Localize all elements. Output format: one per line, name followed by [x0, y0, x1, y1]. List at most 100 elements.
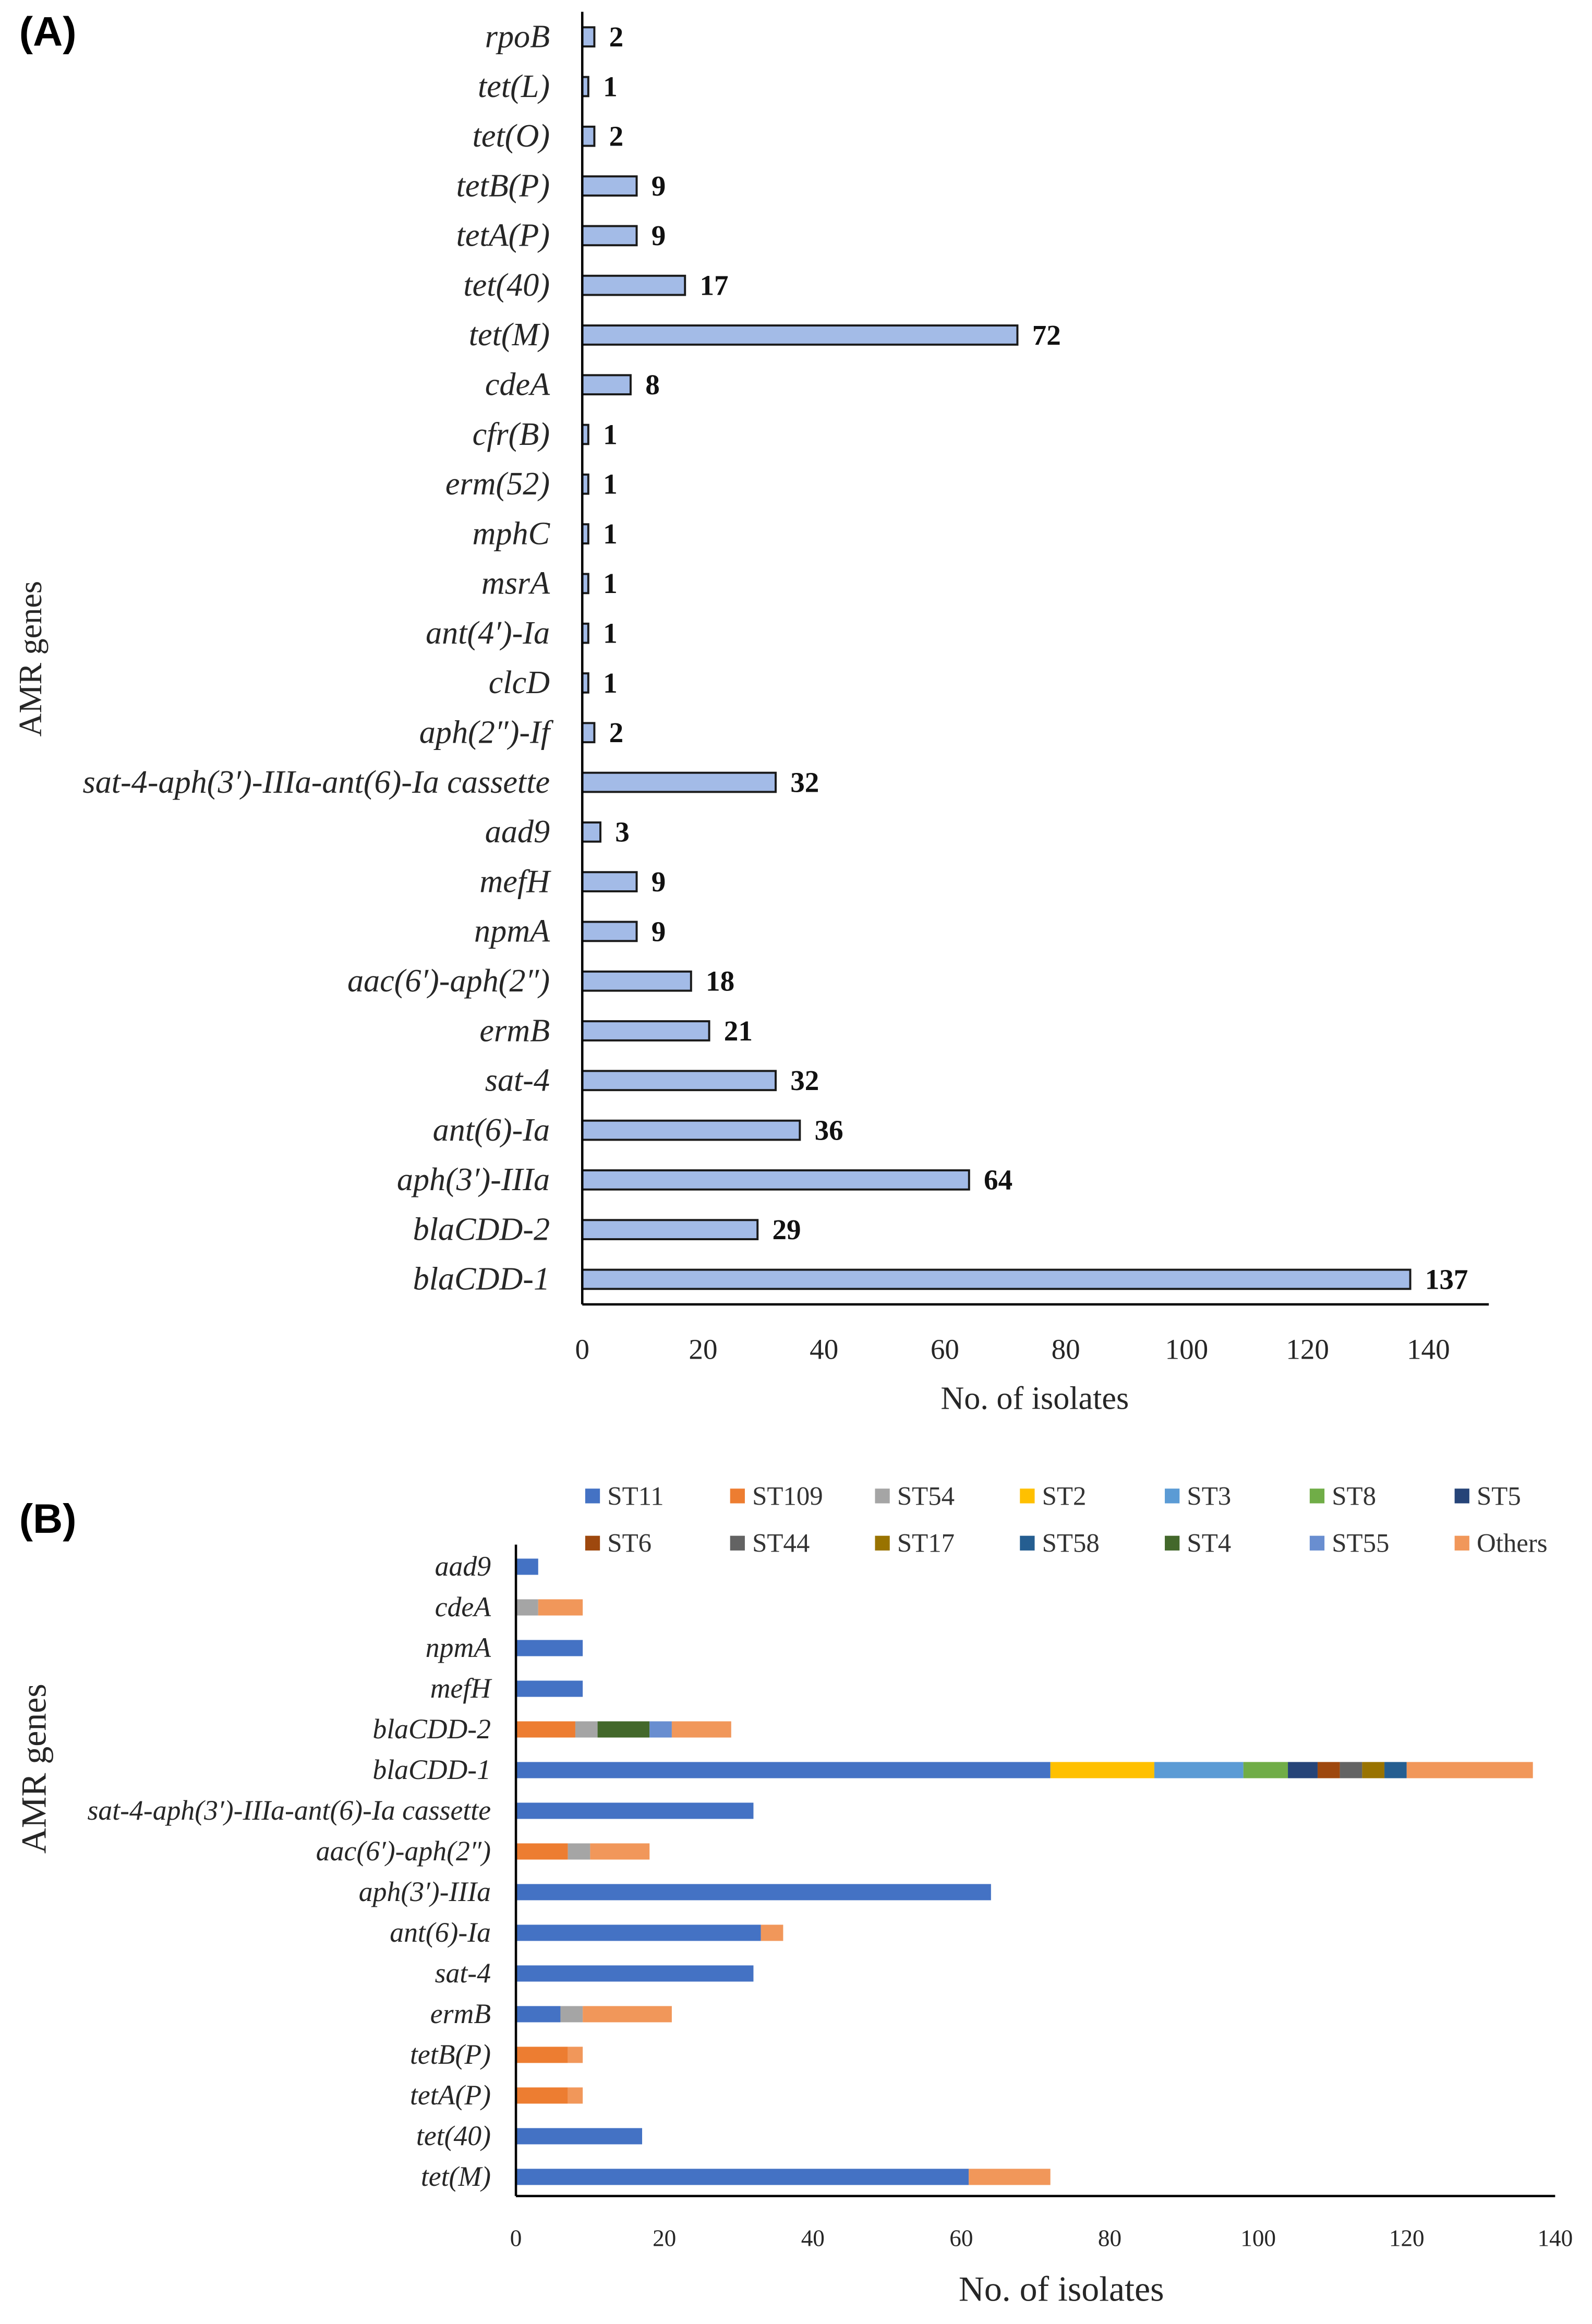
panel-a-category-label-blacdd-2: blaCDD-2: [413, 1212, 550, 1247]
panel-a-bar-aph-3-iiia: [581, 1169, 970, 1191]
panel-a-x-tick-label: 0: [575, 1334, 589, 1365]
panel-a-bar-tetb-p: [581, 175, 638, 197]
panel-a-data-label-aad9: 3: [615, 816, 630, 848]
legend-swatch-st5: [1454, 1488, 1469, 1504]
panel-a-data-label-npma: 9: [652, 915, 666, 947]
panel-b-bar-segment-npma-st11: [516, 1640, 583, 1656]
legend-swatch-st58: [1020, 1535, 1035, 1551]
panel-b-bar-segment-blacdd-1-st8: [1243, 1762, 1288, 1778]
panel-b-bar-segment-tetb-p-others: [568, 2047, 583, 2063]
legend-label-st44: ST44: [752, 1529, 810, 1558]
panel-a-data-label-msra: 1: [603, 567, 618, 599]
panel-a-category-label-tetb-p: tetB(P): [456, 168, 550, 203]
panel-b-bar-segment-aad9-st11: [516, 1558, 538, 1575]
panel-b-x-tick-label: 140: [1537, 2225, 1573, 2252]
panel-a-x-tick-label: 140: [1407, 1334, 1450, 1365]
panel-a-x-tick-label: 20: [689, 1334, 717, 1365]
legend-swatch-st8: [1309, 1488, 1325, 1504]
panel-a-data-label-tet-l: 1: [603, 70, 618, 102]
panel-a-data-label-cfr-b: 1: [603, 418, 618, 450]
panel-a-x-tick-label: 80: [1052, 1334, 1080, 1365]
panel-a-category-label-ant-4-ia: ant(4′)-Ia: [426, 615, 550, 651]
panel-a-bar-aph-2-if: [581, 722, 596, 744]
panel-b-category-label-tetb-p: tetB(P): [410, 2039, 491, 2070]
panel-a-bar-ermb: [581, 1020, 710, 1042]
panel-a-category-label-mefh: mefH: [479, 864, 551, 899]
legend-swatch-st6: [585, 1535, 600, 1551]
panel-b: (B) ST11 ST109 ST54 ST2 ST3 ST8 ST5 ST6 ST44 ST17…: [15, 1482, 1573, 2308]
panel-b-bar-segment-blacdd-1-st17: [1362, 1762, 1385, 1778]
legend-label-others: Others: [1477, 1529, 1548, 1558]
panel-a-bar-aad9: [581, 821, 601, 843]
panel-b-category-label-aph-3-iiia: aph(3′)-IIIa: [359, 1876, 491, 1907]
panel-a-category-label-teta-p: tetA(P): [456, 218, 550, 253]
panel-b-bar-segment-tet-m-others: [969, 2169, 1051, 2185]
panel-a-x-tick-label: 40: [810, 1334, 838, 1365]
panel-a-category-label-tet-l: tet(L): [478, 69, 550, 104]
panel-a-category-label-blacdd-1: blaCDD-1: [413, 1262, 550, 1297]
panel-a-data-label-blacdd-1: 137: [1425, 1263, 1468, 1295]
panel-a-y-axis-title: AMR genes: [13, 581, 49, 737]
panel-a-bar-npma: [581, 921, 638, 942]
legend-swatch-st109: [730, 1488, 745, 1504]
panel-b-category-label-cdea: cdeA: [435, 1591, 491, 1623]
panel-a-data-label-erm-52: 1: [603, 468, 618, 500]
panel-b-bar-segment-blacdd-1-st2: [1050, 1762, 1154, 1778]
panel-a-category-label-aph-2-if: aph(2″)-If: [419, 715, 554, 751]
panel-a-category-label-msra: msrA: [481, 566, 550, 601]
panel-a-category-label-erm-52: erm(52): [445, 466, 550, 502]
panel-b-bar-segment-blacdd-2-st54: [575, 1721, 598, 1738]
legend-label-st55: ST55: [1332, 1529, 1389, 1558]
panel-b-x-tick-label: 20: [653, 2225, 676, 2252]
legend-label-st58: ST58: [1042, 1529, 1100, 1558]
panel-b-bar-segment-ermb-st11: [516, 2006, 561, 2023]
panel-b-x-tick-labels: 0 20 40 60 80 100 120 140: [510, 2225, 1573, 2252]
panel-b-bar-segment-ermb-others: [583, 2006, 672, 2023]
legend-swatch-st55: [1309, 1535, 1325, 1551]
panel-b-x-tick-label: 60: [949, 2225, 973, 2252]
panel-a-bar-tet-40: [581, 274, 686, 296]
panel-b-bar-segment-tet-40-st11: [516, 2128, 643, 2145]
panel-a-category-label-tet-o: tet(O): [473, 118, 550, 154]
panel-a-bar-ant-6-ia: [581, 1119, 801, 1141]
panel-a-data-label-clcd: 1: [603, 667, 618, 699]
legend-swatch-st11: [585, 1488, 600, 1504]
panel-b-bar-segment-blacdd-1-st6: [1317, 1762, 1340, 1778]
panel-a-category-label-aac-6-aph-2: aac(6′)-aph(2″): [347, 963, 550, 999]
panel-a-data-label-sat-4: 32: [790, 1064, 819, 1096]
panel-b-category-label-sat-4-aph-3-iiia-ant-6-ia-cassette: sat-4-aph(3′)-IIIa-ant(6)-Ia cassette: [87, 1795, 491, 1826]
legend-label-st11: ST11: [607, 1482, 664, 1511]
legend-label-st6: ST6: [607, 1529, 652, 1558]
legend-label-st4: ST4: [1187, 1529, 1231, 1558]
panel-b-bar-segment-sat-4-st11: [516, 1965, 754, 1982]
panel-a-data-label-cdea: 8: [645, 369, 660, 401]
panel-b-category-label-blacdd-2: blaCDD-2: [372, 1713, 491, 1745]
panel-a-category-label-aad9: aad9: [485, 814, 550, 850]
panel-b-category-label-ant-6-ia: ant(6)-Ia: [390, 1917, 491, 1948]
panel-b-bar-segment-blacdd-2-others: [671, 1721, 731, 1738]
panel-a-data-label-tet-40: 17: [699, 270, 728, 301]
panel-a-x-axis-title: No. of isolates: [940, 1381, 1129, 1417]
panel-b-bar-segment-ant-6-ia-others: [761, 1924, 783, 1941]
panel-b-bar-segment-blacdd-2-st109: [516, 1721, 575, 1738]
panel-a-data-label-teta-p: 9: [652, 220, 666, 251]
panel-a-category-label-clcd: clcD: [489, 665, 550, 700]
panel-a-bar-cdea: [581, 374, 632, 396]
legend-swatch-st4: [1165, 1535, 1180, 1551]
panel-a-data-label-rpob: 2: [609, 21, 624, 53]
panel-b-x-tick-label: 80: [1098, 2225, 1121, 2252]
panel-a-category-label-sat-4-aph-3-iiia-ant-6-ia-cassette: sat-4-aph(3′)-IIIa-ant(6)-Ia cassette: [83, 765, 550, 800]
panel-b-bar-segment-mefh-st11: [516, 1680, 583, 1697]
panel-b-category-label-tet-m: tet(M): [421, 2161, 491, 2192]
panel-a-data-label-ant-6-ia: 36: [815, 1114, 843, 1146]
panel-b-bar-segment-aac-6-aph-2-st109: [516, 1843, 568, 1860]
panel-b-bar-segment-teta-p-st109: [516, 2087, 568, 2104]
legend-label-st8: ST8: [1332, 1482, 1376, 1511]
panel-a-data-label-sat-4-aph-3-iiia-ant-6-ia-cassette: 32: [790, 766, 819, 798]
panel-a-bar-sat-4: [581, 1070, 777, 1092]
panel-a-category-label-rpob: rpoB: [485, 19, 550, 54]
panel-a-data-label-tet-m: 72: [1032, 319, 1061, 351]
panel-a-data-label-mefh: 9: [652, 866, 666, 898]
panel-b-category-label-sat-4: sat-4: [435, 1957, 491, 1989]
panel-a-data-label-aph-2-if: 2: [609, 717, 624, 748]
